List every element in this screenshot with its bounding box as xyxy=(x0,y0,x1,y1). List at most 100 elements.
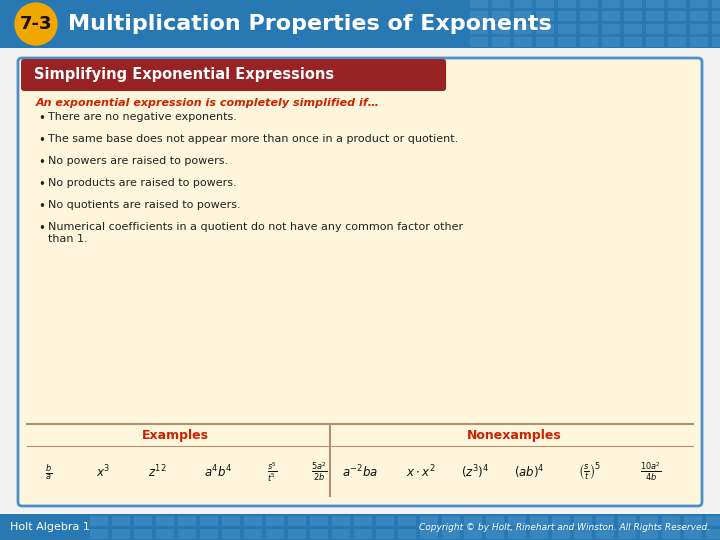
Bar xyxy=(558,37,576,47)
Bar xyxy=(690,0,708,8)
Bar xyxy=(624,24,642,34)
Bar xyxy=(668,24,686,34)
Bar xyxy=(618,529,636,539)
Bar xyxy=(684,516,702,526)
Bar xyxy=(222,516,240,526)
Bar xyxy=(706,516,720,526)
Text: $x^3$: $x^3$ xyxy=(96,464,110,480)
Bar xyxy=(222,529,240,539)
Bar xyxy=(712,24,720,34)
Bar xyxy=(662,516,680,526)
Bar xyxy=(536,24,554,34)
Bar xyxy=(602,24,620,34)
Text: The same base does not appear more than once in a product or quotient.: The same base does not appear more than … xyxy=(48,134,458,144)
Text: •: • xyxy=(38,200,45,213)
Text: $\frac{5a^2}{2b}$: $\frac{5a^2}{2b}$ xyxy=(311,461,328,483)
Bar xyxy=(178,516,196,526)
Text: $z^{12}$: $z^{12}$ xyxy=(148,464,166,480)
Bar xyxy=(200,516,218,526)
Bar xyxy=(514,0,532,8)
Bar xyxy=(156,529,174,539)
Bar xyxy=(178,529,196,539)
Text: No products are raised to powers.: No products are raised to powers. xyxy=(48,178,237,188)
Bar xyxy=(470,37,488,47)
Text: •: • xyxy=(38,156,45,169)
Bar xyxy=(552,516,570,526)
Bar xyxy=(464,529,482,539)
Bar xyxy=(558,0,576,8)
Text: $(ab)^4$: $(ab)^4$ xyxy=(513,463,544,481)
Bar xyxy=(244,529,262,539)
Bar xyxy=(354,516,372,526)
Bar xyxy=(200,529,218,539)
Bar xyxy=(530,516,548,526)
Bar xyxy=(514,11,532,21)
Text: •: • xyxy=(38,222,45,235)
Text: $\frac{b}{a}$: $\frac{b}{a}$ xyxy=(45,462,53,482)
FancyBboxPatch shape xyxy=(21,59,446,91)
Bar xyxy=(492,37,510,47)
Bar xyxy=(596,516,614,526)
Bar xyxy=(580,0,598,8)
Bar xyxy=(712,37,720,47)
Bar xyxy=(492,11,510,21)
Text: No quotients are raised to powers.: No quotients are raised to powers. xyxy=(48,200,240,210)
Bar xyxy=(602,11,620,21)
Bar xyxy=(646,37,664,47)
Bar xyxy=(690,11,708,21)
Bar xyxy=(0,48,720,514)
Text: Numerical coefficients in a quotient do not have any common factor other: Numerical coefficients in a quotient do … xyxy=(48,222,463,232)
Text: $x \cdot x^2$: $x \cdot x^2$ xyxy=(406,464,436,480)
Bar xyxy=(0,514,720,540)
Bar xyxy=(288,529,306,539)
Text: than 1.: than 1. xyxy=(48,234,88,244)
Bar xyxy=(90,516,108,526)
Bar xyxy=(712,0,720,8)
Text: $\left(\frac{s}{t}\right)^5$: $\left(\frac{s}{t}\right)^5$ xyxy=(578,462,601,483)
Text: 7-3: 7-3 xyxy=(19,15,53,33)
Bar xyxy=(624,37,642,47)
Bar xyxy=(646,24,664,34)
Bar xyxy=(602,37,620,47)
Bar xyxy=(536,37,554,47)
Bar xyxy=(470,0,488,8)
Bar xyxy=(580,24,598,34)
Bar xyxy=(266,529,284,539)
Text: •: • xyxy=(38,178,45,191)
Bar xyxy=(420,516,438,526)
Text: Examples: Examples xyxy=(143,429,210,442)
Bar xyxy=(646,11,664,21)
Bar xyxy=(112,529,130,539)
Bar xyxy=(420,529,438,539)
Bar xyxy=(288,516,306,526)
Text: Copyright © by Holt, Rinehart and Winston. All Rights Reserved.: Copyright © by Holt, Rinehart and Winsto… xyxy=(419,523,710,531)
Bar xyxy=(244,516,262,526)
Bar xyxy=(112,516,130,526)
Bar xyxy=(486,529,504,539)
Bar xyxy=(668,37,686,47)
Bar xyxy=(668,11,686,21)
Text: •: • xyxy=(38,112,45,125)
Bar xyxy=(508,516,526,526)
Bar xyxy=(646,0,664,8)
Bar xyxy=(376,516,394,526)
Bar xyxy=(684,529,702,539)
Bar xyxy=(134,529,152,539)
Bar xyxy=(470,11,488,21)
Bar xyxy=(354,529,372,539)
Circle shape xyxy=(15,3,57,45)
Bar xyxy=(690,24,708,34)
Text: $\frac{s^5}{t^5}$: $\frac{s^5}{t^5}$ xyxy=(267,460,277,484)
Bar xyxy=(530,529,548,539)
Text: Holt Algebra 1: Holt Algebra 1 xyxy=(10,522,90,532)
Bar xyxy=(266,516,284,526)
Bar xyxy=(514,24,532,34)
Bar xyxy=(596,529,614,539)
Bar xyxy=(536,11,554,21)
Bar xyxy=(662,529,680,539)
Bar xyxy=(332,529,350,539)
Bar xyxy=(442,516,460,526)
Bar xyxy=(602,0,620,8)
Bar xyxy=(536,0,554,8)
Bar xyxy=(706,529,720,539)
